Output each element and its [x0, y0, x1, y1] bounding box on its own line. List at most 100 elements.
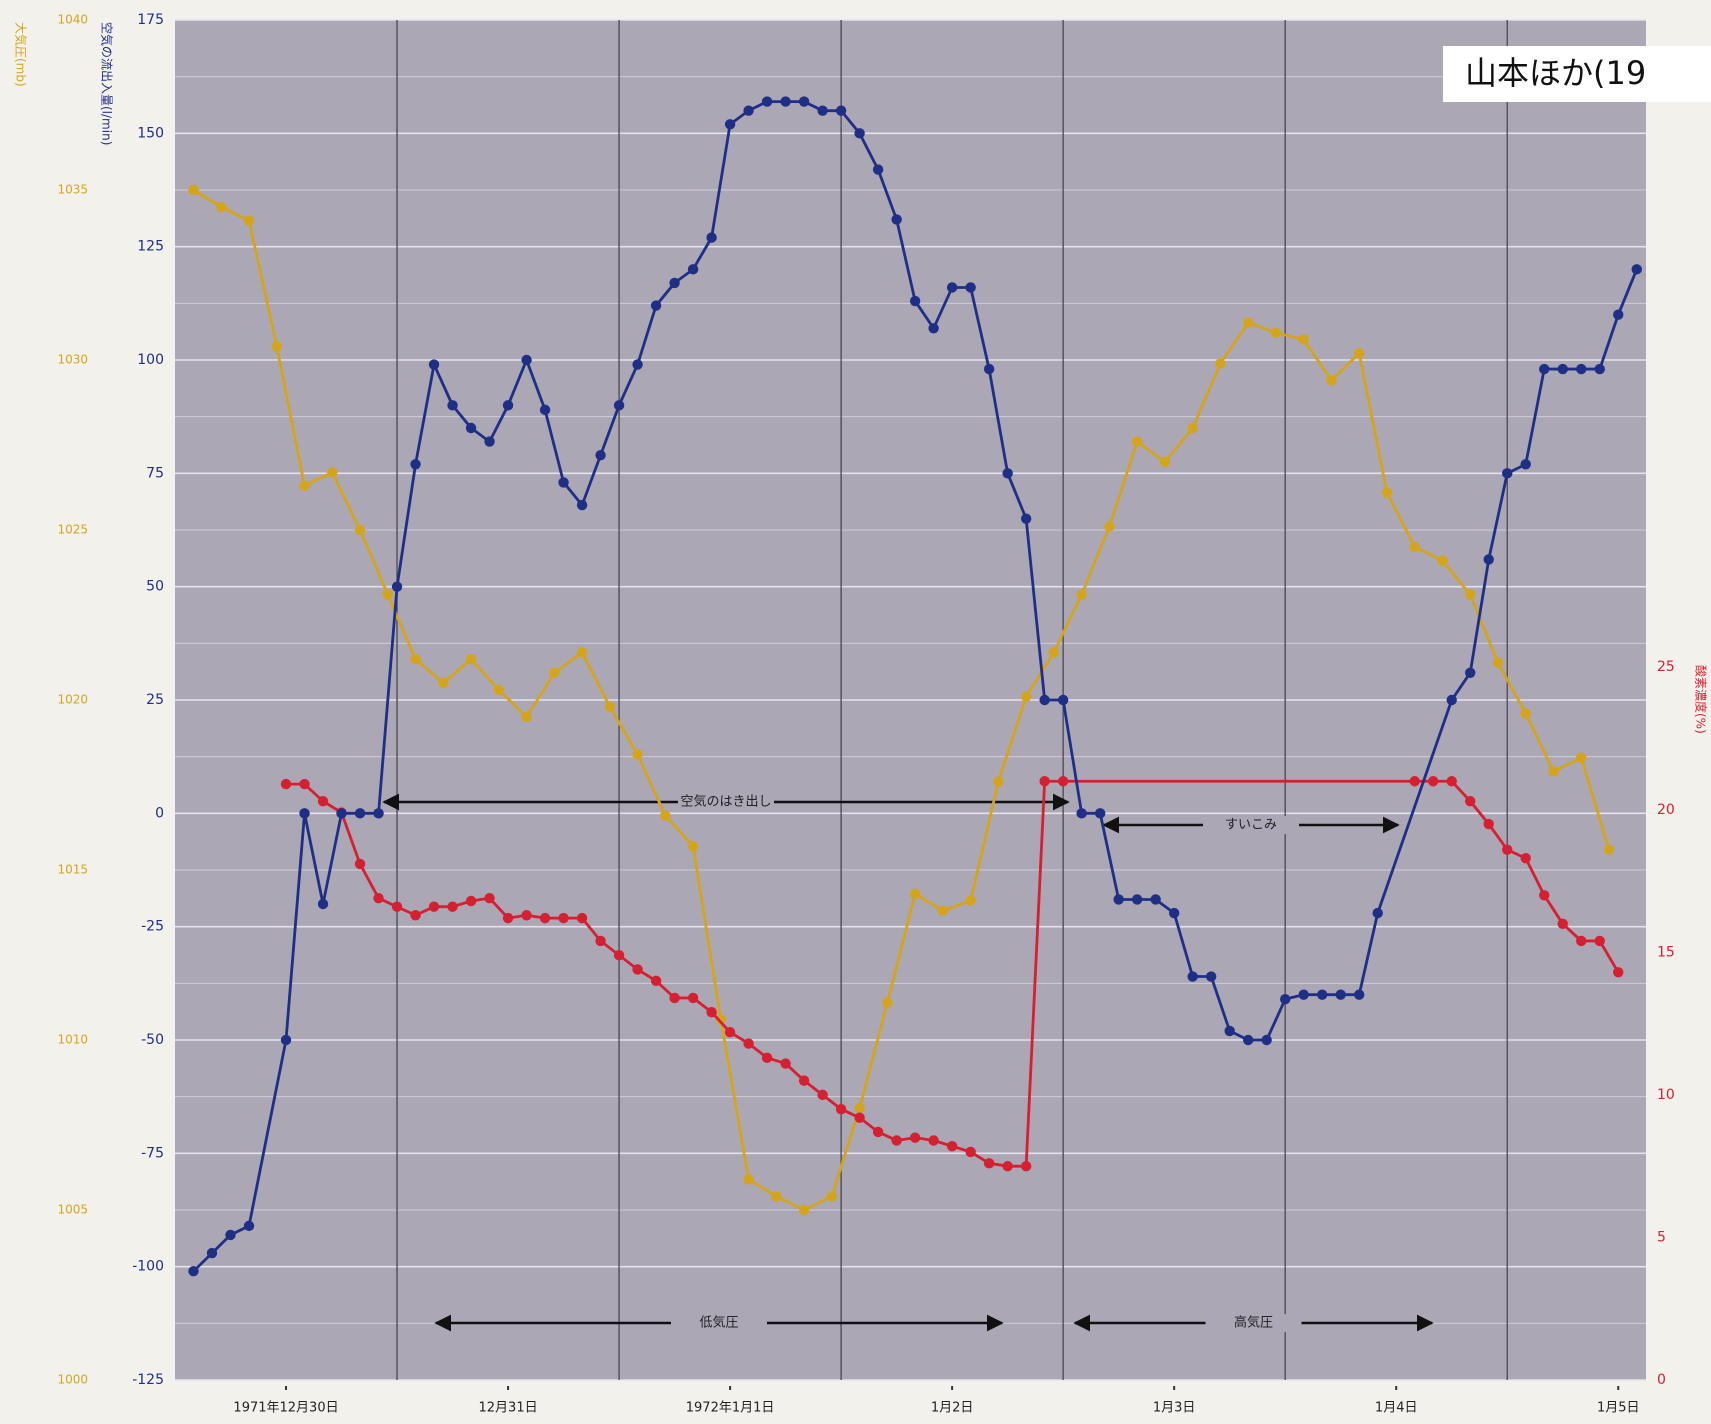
- data-point: [1465, 667, 1476, 678]
- citation: 山本ほか(19: [1465, 54, 1646, 92]
- data-point: [243, 215, 255, 226]
- data-point: [1539, 363, 1550, 375]
- data-point: [613, 400, 625, 411]
- data-point: [1354, 348, 1365, 359]
- data-point: [817, 1089, 828, 1101]
- data-point: [798, 1075, 810, 1086]
- data-point: [502, 400, 514, 411]
- data-point: [1465, 796, 1476, 807]
- data-point: [1557, 918, 1568, 930]
- data-point: [1326, 375, 1337, 386]
- data-point: [1335, 989, 1346, 1000]
- data-point: [761, 96, 773, 107]
- data-point: [502, 912, 514, 924]
- data-point: [632, 749, 643, 760]
- annotation-bg: [1203, 816, 1299, 834]
- data-point: [965, 282, 976, 293]
- data-point: [410, 459, 421, 470]
- data-point: [872, 1126, 884, 1138]
- data-point: [484, 892, 495, 904]
- data-point: [1187, 971, 1198, 982]
- data-point: [724, 1026, 736, 1038]
- y3-tick-label: 1040: [57, 13, 88, 27]
- data-point: [706, 232, 717, 243]
- data-point: [1279, 994, 1291, 1005]
- data-point: [438, 677, 449, 689]
- x-tick-label: 1月4日: [1375, 1401, 1418, 1416]
- data-point: [1242, 317, 1254, 328]
- data-point: [521, 910, 532, 921]
- data-point: [1242, 1034, 1254, 1046]
- data-point: [650, 975, 662, 987]
- data-point: [576, 499, 588, 511]
- y3-tick-label: 1000: [57, 1373, 88, 1387]
- data-point: [650, 300, 662, 311]
- data-point: [909, 1132, 921, 1143]
- data-point: [1131, 894, 1143, 905]
- data-point: [493, 684, 505, 695]
- data-point: [1205, 971, 1217, 982]
- data-point: [632, 964, 643, 975]
- data-point: [1603, 844, 1615, 855]
- data-point: [1576, 752, 1587, 763]
- data-point: [447, 901, 458, 912]
- data-point: [771, 1191, 782, 1202]
- data-point: [595, 935, 606, 947]
- y-tick-label: -75: [141, 1145, 164, 1161]
- data-point: [1076, 808, 1087, 819]
- data-point: [743, 1038, 754, 1049]
- y-tick-label: 100: [137, 352, 164, 368]
- data-point: [521, 711, 532, 723]
- data-point: [780, 96, 791, 107]
- data-point: [1215, 358, 1226, 369]
- data-point: [1020, 513, 1032, 524]
- y2-tick-label: 25: [1657, 659, 1675, 675]
- data-point: [1409, 776, 1420, 787]
- data-point: [854, 1102, 865, 1114]
- data-point: [983, 1158, 995, 1169]
- data-point: [410, 654, 421, 665]
- data-point: [299, 778, 310, 790]
- data-point: [687, 992, 699, 1004]
- data-point: [1520, 459, 1531, 470]
- data-point: [410, 910, 421, 921]
- data-point: [1613, 309, 1624, 320]
- data-point: [1594, 935, 1605, 947]
- y-tick-label: 125: [137, 239, 164, 255]
- data-point: [576, 912, 588, 924]
- data-point: [465, 895, 477, 907]
- data-point: [1187, 422, 1198, 434]
- data-point: [743, 1174, 754, 1185]
- data-point: [891, 1135, 902, 1146]
- data-point: [1557, 363, 1568, 375]
- data-point: [1372, 907, 1383, 919]
- data-point: [1631, 264, 1642, 275]
- data-point: [835, 105, 847, 116]
- data-point: [798, 1204, 810, 1216]
- data-point: [1548, 766, 1559, 777]
- data-point: [743, 105, 754, 116]
- y-tick-label: 150: [137, 125, 164, 141]
- data-point: [188, 184, 199, 196]
- data-point: [465, 422, 477, 434]
- data-point: [1446, 694, 1457, 706]
- annotation-bg: [671, 1314, 767, 1332]
- data-point: [216, 201, 227, 213]
- data-point: [1437, 555, 1448, 566]
- data-point: [660, 810, 671, 821]
- y2-tick-label: 15: [1657, 944, 1675, 960]
- y-tick-label: 25: [146, 692, 164, 708]
- annotation: 高気圧: [1234, 1315, 1273, 1331]
- series: [280, 776, 1624, 1172]
- data-point: [854, 128, 865, 139]
- data-point: [1594, 363, 1605, 375]
- annotation-bg: [678, 793, 774, 811]
- data-point: [817, 105, 828, 116]
- data-point: [669, 277, 680, 289]
- data-point: [937, 905, 949, 916]
- data-point: [354, 858, 366, 870]
- data-point: [188, 1266, 199, 1277]
- data-point: [724, 119, 736, 130]
- data-point: [1298, 989, 1309, 1000]
- data-point: [946, 1141, 958, 1152]
